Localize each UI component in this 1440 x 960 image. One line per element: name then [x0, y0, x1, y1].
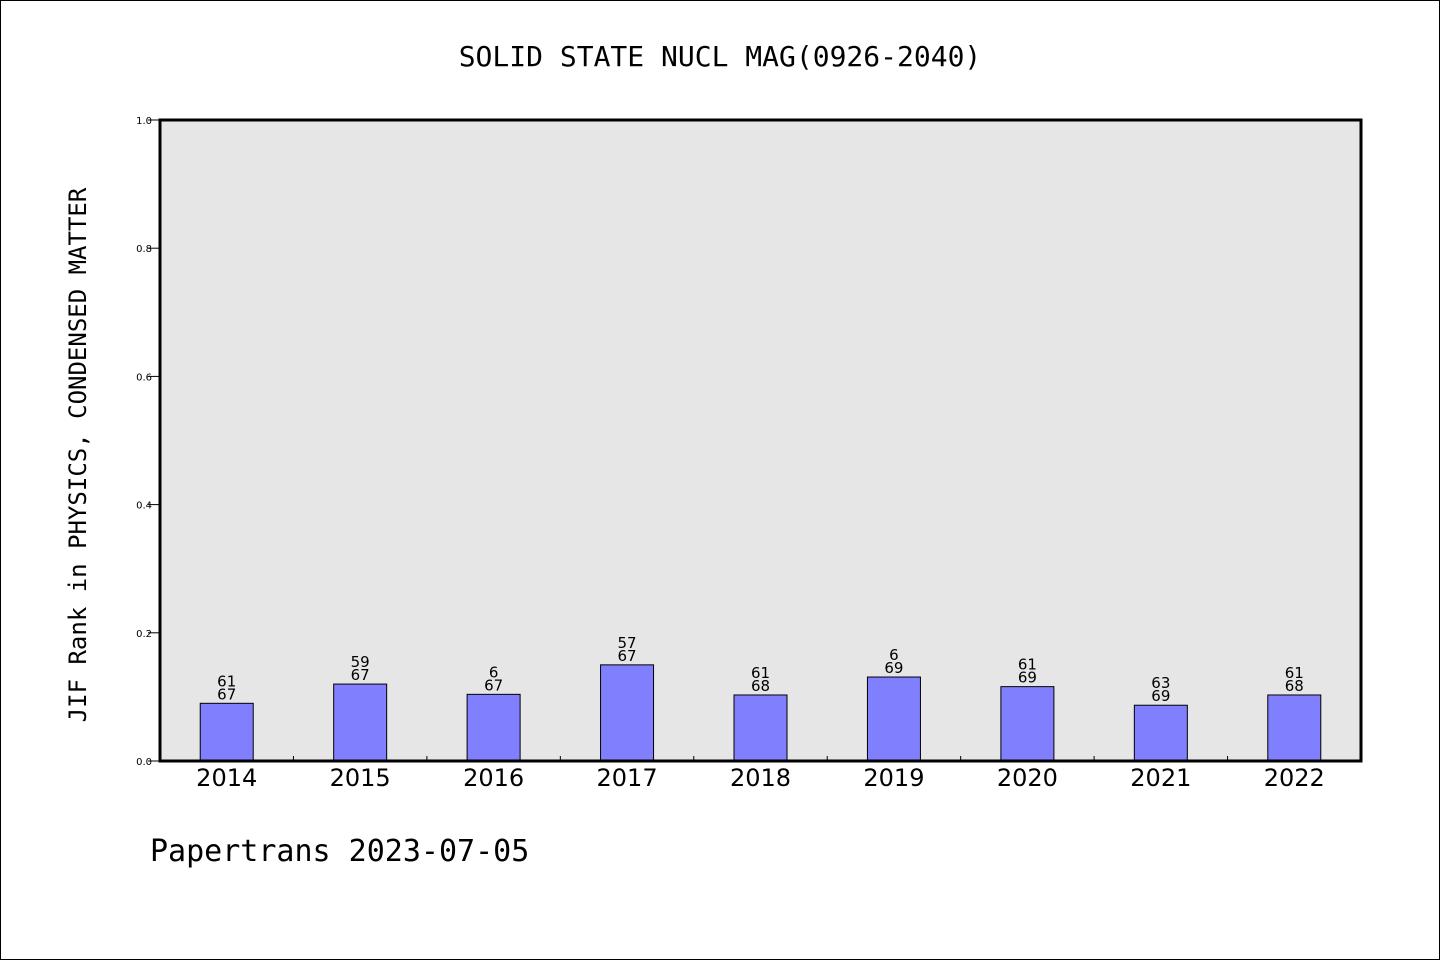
y-tick-label: 0.6 [136, 372, 152, 383]
x-tick-label: 2016 [463, 764, 524, 792]
x-tick-label: 2015 [330, 764, 391, 792]
total-label: 67 [618, 647, 637, 665]
rank-label: 6 [889, 646, 899, 664]
bar-2019 [866, 676, 921, 762]
x-tick-label: 2017 [597, 764, 658, 792]
bar-2018 [733, 694, 788, 762]
total-label: 67 [484, 676, 503, 694]
total-label: 68 [1285, 677, 1304, 695]
rank-label: 61 [217, 672, 236, 690]
x-axis: 2014 2015 2016 2017 2018 2019 2020 2021 2022 [196, 756, 1325, 792]
y-tick-label: 0.4 [136, 501, 152, 512]
bar-2017 [600, 664, 655, 762]
plot-border [158, 118, 1363, 763]
plot-area [160, 120, 1361, 761]
y-tick-label: 1.0 [136, 116, 152, 127]
y-tick-label: 0.2 [136, 629, 152, 640]
y-tick-label: 0.0 [136, 757, 152, 768]
bar-2014 [199, 702, 254, 762]
y-tick-label: 0.8 [136, 244, 152, 255]
total-label: 68 [751, 677, 770, 695]
y-axis-label: JIF Rank in PHYSICS, CONDENSED MATTER [64, 187, 92, 722]
total-label: 67 [217, 685, 236, 703]
y-axis: 0.0 0.2 0.4 0.6 0.8 1.0 [136, 116, 160, 768]
rank-label: 57 [618, 634, 637, 652]
x-tick-label: 2021 [1130, 764, 1191, 792]
x-tick-label: 2018 [730, 764, 791, 792]
bar-series [199, 664, 1322, 762]
x-tick-label: 2022 [1264, 764, 1325, 792]
rank-label: 59 [351, 653, 370, 671]
total-label: 69 [1151, 687, 1170, 705]
x-tick-label: 2019 [863, 764, 924, 792]
rank-label: 63 [1151, 674, 1170, 692]
bar-2020 [1000, 686, 1055, 762]
rank-label: 61 [751, 664, 770, 682]
total-label: 69 [884, 659, 903, 677]
rank-label: 61 [1285, 664, 1304, 682]
bar-2022 [1267, 694, 1322, 762]
bar-2016 [466, 693, 521, 762]
x-tick-label: 2020 [997, 764, 1058, 792]
chart-title: SOLID STATE NUCL MAG(0926-2040) [459, 40, 982, 73]
bar-2021 [1133, 704, 1188, 762]
total-label: 69 [1018, 669, 1037, 687]
bar-2015 [333, 683, 388, 762]
rank-label: 61 [1018, 656, 1037, 674]
footer-stamp: Papertrans 2023-07-05 [150, 834, 530, 869]
total-label: 67 [351, 666, 370, 684]
rank-label: 6 [489, 663, 499, 681]
x-tick-label: 2014 [196, 764, 257, 792]
